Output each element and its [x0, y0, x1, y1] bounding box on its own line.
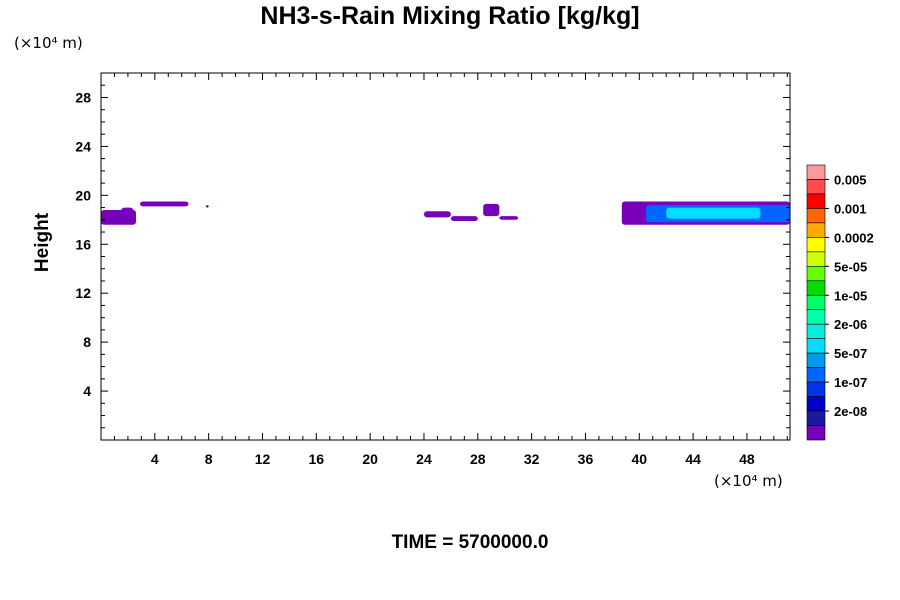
plot-frame: [100, 72, 791, 441]
mixing-ratio-region-6: [450, 216, 478, 222]
y-tick-label: 8: [83, 334, 91, 350]
colorbar-swatch: [806, 294, 826, 311]
colorbar-swatch: [806, 208, 826, 224]
colorbar-label: 5e-07: [834, 346, 867, 361]
colorbar-label: 5e-05: [834, 259, 867, 274]
colorbar-swatch: [806, 381, 826, 397]
colorbar-swatch: [806, 280, 826, 296]
colorbar-label: 0.001: [834, 201, 867, 216]
colorbar-label: 0.005: [834, 172, 867, 187]
colorbar-swatch: [806, 309, 826, 325]
colorbar: 0.005 0.001 0.0002 5e-05 1e-05 2e-06 5e-07 1e-0…: [806, 164, 874, 441]
time-label: TIME = 5700000.0: [391, 532, 549, 553]
mixing-ratio-region-4: [205, 205, 209, 208]
colorbar-swatch: [806, 323, 826, 339]
colorbar-swatch: [806, 251, 826, 267]
colorbar-swatch: [806, 410, 826, 426]
x-tick-label: 28: [470, 451, 486, 467]
plot-regions: [101, 201, 790, 225]
colorbar-swatch: [806, 237, 826, 253]
colorbar-swatch: [806, 396, 826, 412]
colorbar-swatch: [806, 352, 826, 368]
x-axis-unit: (×10⁴ m): [714, 472, 783, 490]
colorbar-swatch: [806, 338, 826, 354]
y-tick-label: 28: [75, 89, 91, 105]
colorbar-label: 1e-07: [834, 375, 867, 390]
mixing-ratio-region-7: [483, 203, 500, 217]
colorbar-label: 2e-08: [834, 404, 867, 419]
chart-title: NH3-s-Rain Mixing Ratio [kg/kg]: [260, 2, 640, 30]
x-tick-label: 40: [631, 451, 647, 467]
x-axis: 4 8 12 16 20 24 28 32 36 40 44 48: [113, 73, 788, 467]
colorbar-label: 2e-06: [834, 317, 867, 332]
x-tick-label: 24: [416, 451, 432, 467]
mixing-ratio-region-12: [699, 210, 747, 217]
x-tick-label: 20: [362, 451, 378, 467]
y-tick-label: 16: [75, 236, 91, 252]
x-tick-label: 8: [205, 451, 213, 467]
mixing-ratio-region-3: [140, 201, 189, 207]
x-tick-label: 44: [685, 451, 701, 467]
mixing-ratio-region-5: [423, 211, 451, 218]
colorbar-label: 1e-05: [834, 288, 867, 303]
x-tick-label: 16: [309, 451, 325, 467]
y-tick-label: 20: [75, 187, 91, 203]
x-tick-label: 12: [255, 451, 271, 467]
x-tick-label: 32: [524, 451, 540, 467]
colorbar-swatch: [806, 425, 826, 441]
y-tick-label: 12: [75, 285, 91, 301]
y-axis-label: Height: [32, 212, 53, 272]
mixing-ratio-region-2: [121, 207, 134, 215]
x-tick-label: 48: [739, 451, 755, 467]
y-tick-label: 24: [75, 138, 91, 154]
y-axis: 4 8 12 16 20 24 28: [75, 84, 790, 429]
colorbar-swatch: [806, 179, 826, 195]
x-tick-label: 36: [578, 451, 594, 467]
colorbar-swatch: [806, 222, 826, 238]
colorbar-swatch: [806, 266, 826, 282]
x-tick-label: 4: [151, 451, 159, 467]
y-axis-unit: (×10⁴ m): [14, 34, 83, 52]
y-tick-label: 4: [83, 383, 91, 399]
mixing-ratio-region-8: [499, 216, 519, 220]
colorbar-swatch: [806, 193, 826, 209]
colorbar-swatch: [806, 164, 826, 180]
colorbar-swatch: [806, 367, 826, 383]
colorbar-label: 0.0002: [834, 230, 874, 245]
